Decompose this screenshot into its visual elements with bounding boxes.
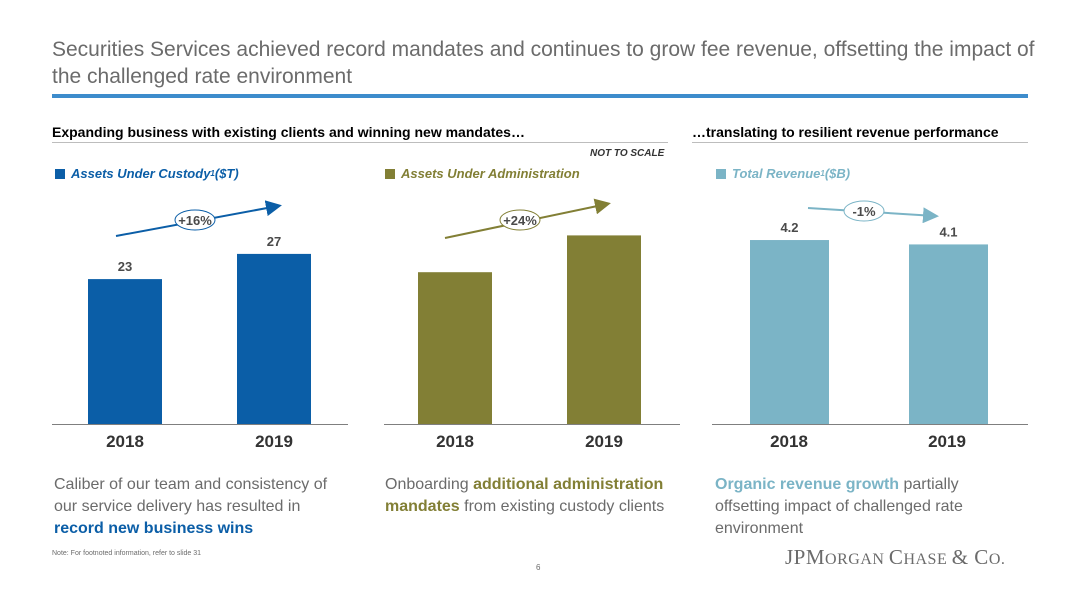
page-number: 6 bbox=[536, 563, 541, 572]
legend-revenue: Total Revenue 1 ($B) bbox=[716, 166, 850, 181]
legend-unit-custody: ($T) bbox=[214, 166, 239, 181]
description-admin-text2: from existing custody clients bbox=[459, 498, 665, 515]
category-revenue-2019: 2019 bbox=[928, 432, 966, 451]
growth-badge-revenue bbox=[843, 200, 885, 222]
baseline-admin bbox=[384, 424, 680, 425]
description-admin-highlight: additional administration mandates bbox=[385, 476, 664, 515]
legend-swatch-admin bbox=[385, 168, 395, 179]
legend-label-revenue: Total Revenue bbox=[732, 166, 821, 181]
legend-swatch-custody bbox=[55, 168, 65, 179]
description-custody: Caliber of our team and consistency of o… bbox=[54, 474, 354, 540]
description-custody-text1: Caliber of our team and consistency of o… bbox=[54, 476, 328, 515]
legend-label-custody: Assets Under Custody bbox=[71, 166, 211, 181]
category-custody-2018: 2018 bbox=[106, 432, 144, 451]
description-custody-highlight: record new business wins bbox=[54, 520, 254, 537]
description-revenue-highlight: Organic revenue growth bbox=[715, 476, 900, 493]
baseline-revenue bbox=[712, 424, 1028, 425]
bar-custody-2019 bbox=[237, 253, 311, 424]
data-label-revenue-2019: 4.1 bbox=[939, 224, 957, 239]
bar-admin-2018 bbox=[418, 272, 492, 424]
bar-admin-2019 bbox=[567, 235, 641, 424]
logo-p3: C bbox=[888, 545, 904, 569]
description-admin-text1: Onboarding bbox=[385, 476, 474, 493]
growth-label-admin: +24% bbox=[503, 213, 537, 228]
right-section-header: …translating to resilient revenue perfor… bbox=[692, 124, 999, 140]
bar-revenue-2018 bbox=[750, 240, 829, 424]
legend-admin: Assets Under Administration bbox=[385, 166, 580, 181]
data-label-revenue-2018: 4.2 bbox=[780, 220, 798, 235]
description-revenue: Organic revenue growth partially offsett… bbox=[715, 474, 985, 540]
logo-p6: O. bbox=[988, 551, 1006, 568]
legend-unit-revenue: ($B) bbox=[824, 166, 851, 181]
description-admin: Onboarding additional administration man… bbox=[385, 474, 685, 518]
bar-revenue-2019 bbox=[909, 244, 988, 424]
logo-p1: JPM bbox=[785, 545, 826, 569]
right-section-divider bbox=[692, 142, 1028, 143]
baseline-custody bbox=[52, 424, 348, 425]
logo-p5: & C bbox=[951, 545, 989, 569]
company-logo: JPMORGAN CHASE & CO. bbox=[785, 545, 1005, 570]
growth-label-revenue: -1% bbox=[852, 204, 876, 219]
left-section-divider bbox=[52, 142, 668, 143]
logo-p4: HASE bbox=[903, 551, 952, 568]
legend-footnote-custody: 1 bbox=[210, 169, 215, 178]
left-section-header: Expanding business with existing clients… bbox=[52, 124, 525, 140]
title-divider bbox=[52, 94, 1028, 98]
legend-footnote-revenue: 1 bbox=[820, 169, 825, 178]
category-admin-2018: 2018 bbox=[436, 432, 474, 451]
footnote: Note: For footnoted information, refer t… bbox=[52, 550, 202, 557]
description-revenue-text2: partially offsetting impact of challenge… bbox=[715, 476, 963, 537]
legend-label-admin: Assets Under Administration bbox=[401, 166, 580, 181]
category-admin-2019: 2019 bbox=[585, 432, 623, 451]
growth-badge-admin bbox=[499, 209, 541, 231]
not-to-scale-label: NOT TO SCALE bbox=[590, 148, 665, 159]
legend-custody: Assets Under Custody 1 ($T) bbox=[55, 166, 239, 181]
category-revenue-2018: 2018 bbox=[770, 432, 808, 451]
bar-custody-2018 bbox=[88, 279, 162, 424]
data-label-custody-2019: 27 bbox=[267, 234, 281, 249]
category-custody-2019: 2019 bbox=[255, 432, 293, 451]
logo-p2: ORGAN bbox=[825, 551, 889, 568]
growth-badge-custody bbox=[174, 209, 216, 231]
legend-swatch-revenue bbox=[716, 168, 726, 179]
page-title: Securities Services achieved record mand… bbox=[52, 38, 1035, 88]
data-label-custody-2018: 23 bbox=[118, 259, 132, 274]
growth-label-custody: +16% bbox=[178, 213, 212, 228]
